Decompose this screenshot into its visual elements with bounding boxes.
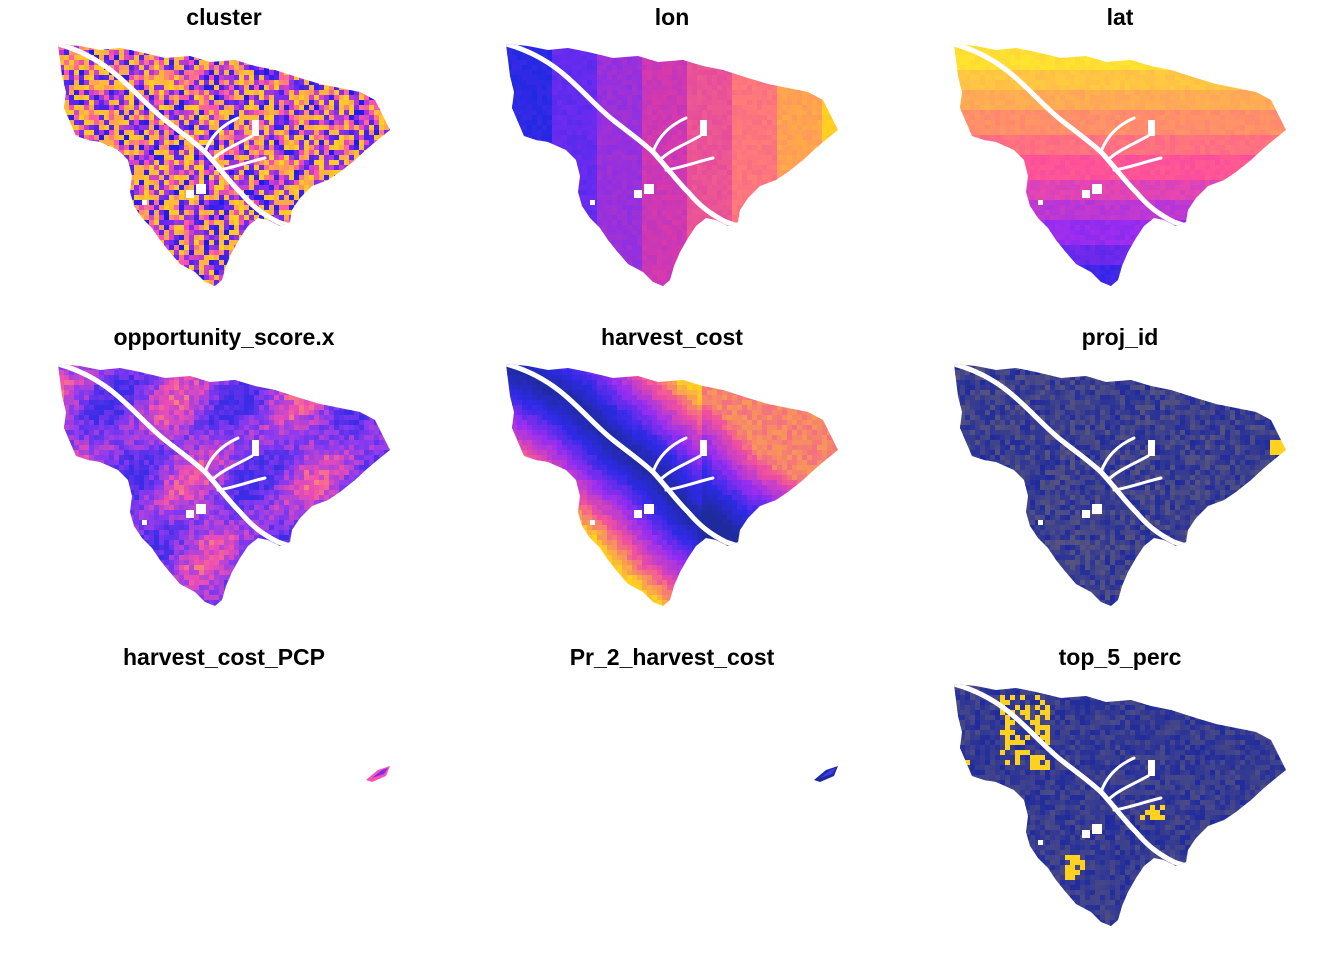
tributary [651, 436, 688, 474]
nodata-patch [1038, 840, 1043, 845]
tributary [651, 116, 688, 154]
raster-layer [506, 44, 838, 286]
map-panel-lon: lon [448, 0, 896, 320]
nodata-patch [186, 190, 194, 198]
map-panel-opportunity-score: opportunity_score.x [0, 320, 448, 640]
map-panel-top-5-perc: top_5_perc [896, 640, 1344, 960]
nodata-patch [634, 510, 642, 518]
nodata-patch [1038, 520, 1043, 525]
river-channel [954, 684, 1189, 869]
nodata-patch [700, 440, 707, 456]
nodata-patch [1092, 504, 1102, 514]
map-panel-pr-2-harvest-cost: Pr_2_harvest_cost [448, 640, 896, 960]
panel-title: top_5_perc [896, 643, 1344, 671]
nodata-patch [1082, 830, 1090, 838]
map-panel-harvest-cost-pcp: harvest_cost_PCP [0, 640, 448, 960]
watershed-map [954, 44, 1286, 286]
tributary [203, 116, 240, 154]
river-channel [506, 44, 741, 229]
river-channel [954, 44, 1189, 229]
nodata-patch [196, 504, 206, 514]
map-panel-cluster: cluster [0, 0, 448, 320]
tributary [1106, 774, 1150, 802]
tributary [1099, 116, 1136, 154]
watershed-map [506, 364, 838, 606]
nodata-patch [252, 120, 259, 136]
panel-title: Pr_2_harvest_cost [448, 643, 896, 671]
raster-layer [954, 44, 1286, 286]
nodata-patch [590, 520, 595, 525]
tributary [1112, 796, 1163, 812]
tributary [1112, 156, 1163, 172]
nodata-patch [252, 440, 259, 456]
nodata-patch [700, 120, 707, 136]
tributary [210, 454, 254, 482]
tributary [1106, 454, 1150, 482]
tributary [1106, 134, 1150, 162]
nodata-patch [590, 200, 595, 205]
nodata-patch [644, 504, 654, 514]
panel-title: cluster [0, 3, 448, 31]
raster-layer [58, 44, 390, 286]
map-panel-proj-id: proj_id [896, 320, 1344, 640]
panel-title: harvest_cost_PCP [0, 643, 448, 671]
tributary [1099, 756, 1136, 794]
nodata-patch [1038, 200, 1043, 205]
panel-title: lon [448, 3, 896, 31]
nodata-patch [196, 184, 206, 194]
watershed-map [58, 364, 390, 606]
nodata-patch [634, 190, 642, 198]
tributary [1099, 436, 1136, 474]
raster-layer [58, 364, 390, 606]
tributary [216, 156, 267, 172]
tributary [664, 156, 715, 172]
nodata-patch [644, 184, 654, 194]
nodata-patch [1148, 120, 1155, 136]
nodata-patch [1148, 440, 1155, 456]
tributary [203, 436, 240, 474]
map-panel-harvest-cost: harvest_cost [448, 320, 896, 640]
nodata-patch [1092, 184, 1102, 194]
nodata-patch [142, 200, 147, 205]
nodata-patch [1082, 190, 1090, 198]
tributary [1112, 476, 1163, 492]
tributary [658, 454, 702, 482]
panel-title: harvest_cost [448, 323, 896, 351]
raster-layer [954, 684, 1286, 926]
tributary [664, 476, 715, 492]
panel-title: lat [896, 3, 1344, 31]
river-channel [58, 44, 293, 229]
watershed-map [506, 44, 838, 286]
river-channel [506, 364, 741, 549]
watershed-map [58, 44, 390, 286]
tributary [216, 476, 267, 492]
river-channel [58, 364, 293, 549]
river-channel [954, 364, 1189, 549]
panel-title: opportunity_score.x [0, 323, 448, 351]
nodata-patch [1148, 760, 1155, 776]
map-panel-lat: lat [896, 0, 1344, 320]
panel-title: proj_id [896, 323, 1344, 351]
watershed-map [954, 364, 1286, 606]
raster-layer [506, 364, 838, 606]
nodata-patch [142, 520, 147, 525]
tributary [658, 134, 702, 162]
data-fragment [372, 768, 388, 778]
data-fragment [820, 768, 836, 778]
watershed-map [814, 766, 838, 782]
watershed-map [366, 766, 390, 782]
tributary [210, 134, 254, 162]
nodata-patch [186, 510, 194, 518]
nodata-patch [1092, 824, 1102, 834]
raster-layer [954, 364, 1286, 606]
nodata-patch [1082, 510, 1090, 518]
watershed-map [954, 684, 1286, 926]
